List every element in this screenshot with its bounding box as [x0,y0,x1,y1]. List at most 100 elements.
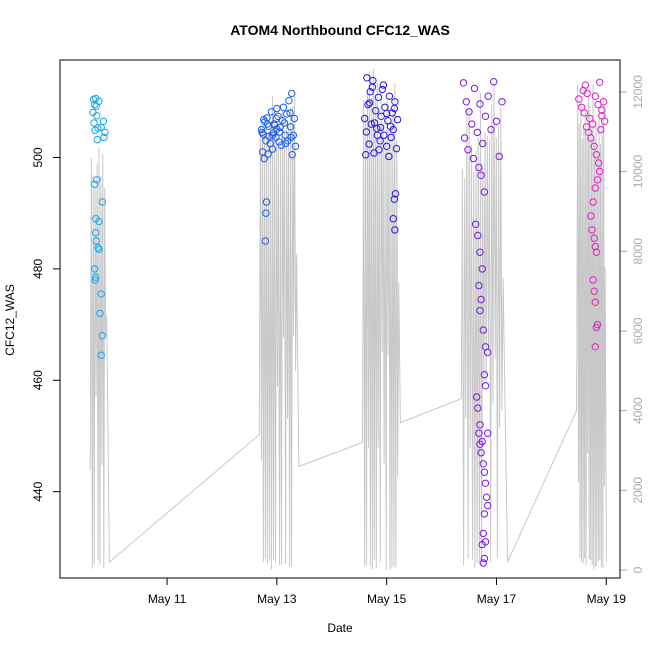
data-point [479,559,487,567]
data-point [375,146,383,154]
data-point [370,149,378,157]
data-point [376,123,385,132]
data-point [362,151,370,159]
data-point [362,128,371,136]
data-point [479,139,487,148]
x-tick-label: May 17 [477,592,517,606]
y2-tick-label: 4000 [631,397,645,424]
data-point [392,144,401,153]
x-axis-label: Date [327,621,353,635]
data-point [99,117,108,126]
data-point [588,120,597,128]
data-point [495,152,503,161]
data-point [580,109,588,117]
data-point [579,86,587,95]
data-point [383,109,391,118]
y-tick-label: 500 [31,147,45,167]
data-point [287,133,295,142]
data-point [94,244,102,252]
y2-tick-label: 2000 [631,477,645,504]
data-point [590,287,598,295]
data-point [367,120,375,128]
data-point [388,109,396,117]
data-point [92,229,100,237]
data-point [264,150,272,158]
data-point [286,123,295,131]
data-point [592,151,601,159]
axes: May 11 May 13 May 15 May 17 May 19 440 460 480 5… [31,75,645,606]
data-point [464,146,472,154]
data-point [468,120,476,128]
data-point [591,343,599,351]
data-point [590,234,598,242]
data-point [588,226,596,234]
data-point [582,123,591,131]
data-point [279,103,288,112]
data-point [465,108,473,116]
data-point [97,351,105,359]
data-point [372,107,380,115]
data-point [475,429,483,437]
data-point [476,440,484,448]
data-point [286,109,294,117]
data-point [474,231,482,240]
chart-title: ATOM4 Northbound CFC12_WAS [230,22,450,38]
data-point [476,100,484,108]
altitude-line [89,68,607,570]
data-point [480,468,489,476]
data-point [288,151,296,159]
data-point [289,131,297,139]
data-point [591,242,599,251]
data-point [599,98,608,106]
data-point [98,332,107,340]
data-point [481,112,490,121]
data-point [479,529,487,538]
data-point [598,106,606,114]
data-point [373,131,381,139]
data-point [473,128,481,137]
data-point [476,306,484,315]
data-point [390,104,399,113]
data-point [474,404,482,412]
data-point [596,167,604,176]
data-point [481,382,490,390]
data-point [391,226,399,234]
data-point [96,309,104,318]
data-point [390,195,399,203]
data-point [471,220,480,229]
x-tick-label: May 11 [148,592,187,606]
data-point [101,128,109,137]
data-point [484,429,492,437]
data-point [475,281,483,290]
data-point [490,78,498,86]
data-point [93,135,102,144]
data-point [383,142,391,151]
x-tick-label: May 13 [257,592,297,606]
data-points [89,74,609,567]
data-point [478,265,486,273]
data-point [92,273,100,281]
data-point [260,154,268,163]
data-point [600,117,609,126]
data-point [368,83,377,92]
data-point [263,120,272,128]
data-point [481,479,490,487]
data-point [480,554,489,563]
data-point [393,115,402,124]
data-point [492,117,501,126]
data-point [470,84,479,93]
data-point [477,449,485,457]
y2-tick-label: 10000 [631,155,645,189]
data-point [257,125,266,134]
data-point [475,163,483,172]
y-tick-label: 440 [31,481,45,501]
data-point [100,133,108,142]
data-point [387,133,395,142]
data-point [93,176,101,184]
data-point [478,540,486,549]
data-point [272,114,280,123]
data-point [365,99,374,107]
data-point [285,97,293,105]
data-point [97,123,105,132]
